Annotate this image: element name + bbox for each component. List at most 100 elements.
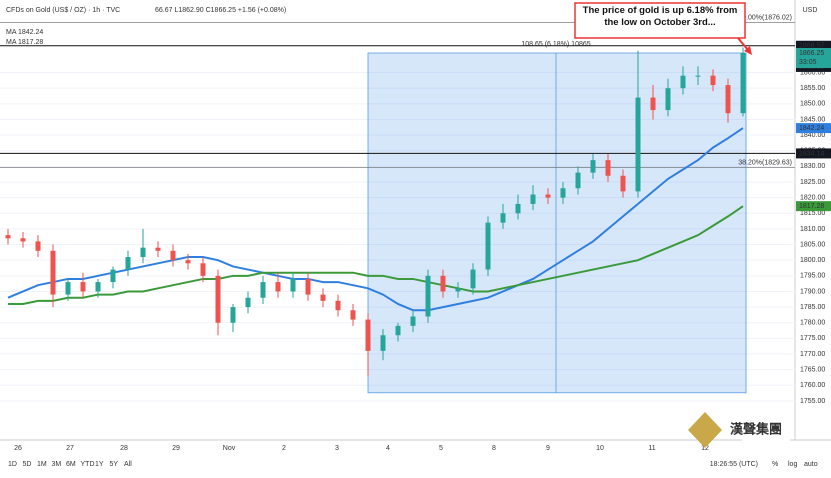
legend-value: 1842.24 <box>18 29 43 36</box>
range-button[interactable]: 1Y <box>95 461 104 468</box>
range-button[interactable]: YTD <box>81 461 95 468</box>
y-tick-label: 1790.00 <box>800 288 825 295</box>
price-badge-label: 1868.57 <box>799 43 824 50</box>
x-tick-label: Nov <box>223 445 236 452</box>
range-button[interactable]: 5D <box>23 461 32 468</box>
ma-line <box>8 205 744 305</box>
scale-button[interactable]: log <box>788 461 797 468</box>
fib-label: 50.00%(1876.02) <box>738 14 792 21</box>
candle-body <box>680 75 686 89</box>
currency: USD <box>803 7 818 14</box>
candle-body <box>245 297 251 308</box>
y-tick-label: 1820.00 <box>800 194 825 201</box>
logo-icon <box>688 412 722 448</box>
logo-bg <box>742 424 790 472</box>
scale-button[interactable]: % <box>772 461 778 468</box>
candle-body <box>275 282 281 292</box>
candle-body <box>35 241 41 251</box>
range-label: 108.65 (6.18%) 10865 <box>521 41 590 48</box>
range-button[interactable]: 5Y <box>110 461 119 468</box>
scale-button[interactable]: auto <box>804 461 818 468</box>
candle-body <box>230 307 236 323</box>
y-tick-label: 1760.00 <box>800 382 825 389</box>
candle-body <box>200 263 206 276</box>
candle-body <box>350 310 356 320</box>
ma-badge-label: 1842.24 <box>799 125 824 132</box>
range-button[interactable]: 1D <box>8 461 17 468</box>
candle-body <box>20 238 26 242</box>
fib-label: 38.20%(1829.63) <box>738 159 792 166</box>
y-tick-label: 1810.00 <box>800 226 825 233</box>
y-tick-label: 1800.00 <box>800 257 825 264</box>
chart-title: CFDs on Gold (US$ / OZ) · 1h · TVC <box>6 7 120 14</box>
candle-body <box>155 247 161 251</box>
candle-body <box>320 294 326 301</box>
candle-body <box>620 175 626 192</box>
ma-badge <box>796 201 831 212</box>
y-tick-label: 1860.00 <box>800 69 825 76</box>
y-tick-label: 1825.00 <box>800 179 825 186</box>
y-tick-label: 1850.00 <box>800 101 825 108</box>
candle-body <box>410 316 416 326</box>
candle-body <box>530 194 536 204</box>
clock: 18:26:55 (UTC) <box>710 461 758 468</box>
candle-body <box>665 88 671 111</box>
y-tick-label: 1770.00 <box>800 351 825 358</box>
x-tick-label: 10 <box>596 445 604 452</box>
x-tick-label: 4 <box>386 445 390 452</box>
y-tick-label: 1780.00 <box>800 320 825 327</box>
x-tick-label: 26 <box>14 445 22 452</box>
candle-body <box>605 160 611 176</box>
candle-body <box>140 247 146 258</box>
candle-body <box>590 160 596 173</box>
ma-badge <box>796 123 831 134</box>
candle-body <box>185 260 191 264</box>
y-tick-label: 1785.00 <box>800 304 825 311</box>
ma-badge-label: 1817.28 <box>799 203 824 210</box>
price-badge <box>796 40 831 51</box>
candle-body <box>635 97 641 192</box>
x-tick-label: 9 <box>546 445 550 452</box>
candle-body <box>470 269 476 289</box>
y-tick-label: 1830.00 <box>800 163 825 170</box>
y-tick-label: 1815.00 <box>800 210 825 217</box>
x-tick-label: 5 <box>439 445 443 452</box>
callout-arrowhead <box>744 46 752 55</box>
x-tick-label: 27 <box>66 445 74 452</box>
candle-body <box>65 282 71 295</box>
candle-body <box>80 282 86 292</box>
candle-body <box>740 53 746 114</box>
callout: The price of gold is up 6.18% from the l… <box>583 5 738 28</box>
price-badge <box>796 148 831 159</box>
candle-body <box>50 250 56 295</box>
range-button[interactable]: 6M <box>66 461 76 468</box>
candle-body <box>95 282 101 292</box>
candle-body <box>560 188 566 198</box>
candle-body <box>260 282 266 298</box>
x-tick-label: 28 <box>120 445 128 452</box>
logo-text: 漢聲集團 <box>730 421 782 436</box>
x-tick-label: 12 <box>701 445 709 452</box>
candle-body <box>335 300 341 311</box>
candle-body <box>125 257 131 270</box>
callout-box <box>574 2 746 39</box>
candle-body <box>455 288 461 292</box>
y-tick-label: 1845.00 <box>800 116 825 123</box>
candle-body <box>500 213 506 223</box>
candle-body <box>650 97 656 111</box>
y-tick-label: 1805.00 <box>800 241 825 248</box>
range-button[interactable]: 3M <box>52 461 62 468</box>
candle-body <box>215 275 221 323</box>
range-box <box>367 52 747 394</box>
candle-body <box>290 278 296 292</box>
candle-body <box>515 203 521 214</box>
ohlc-text: 66.67 L1862.90 C1866.25 +1.56 (+0.08%) <box>155 7 286 14</box>
callout-arrow <box>737 37 749 51</box>
candle-body <box>440 275 446 292</box>
range-button[interactable]: All <box>124 461 132 468</box>
x-tick-label: 29 <box>172 445 180 452</box>
y-tick-label: 1855.00 <box>800 85 825 92</box>
candle-body <box>575 172 581 189</box>
range-button[interactable]: 1M <box>37 461 47 468</box>
